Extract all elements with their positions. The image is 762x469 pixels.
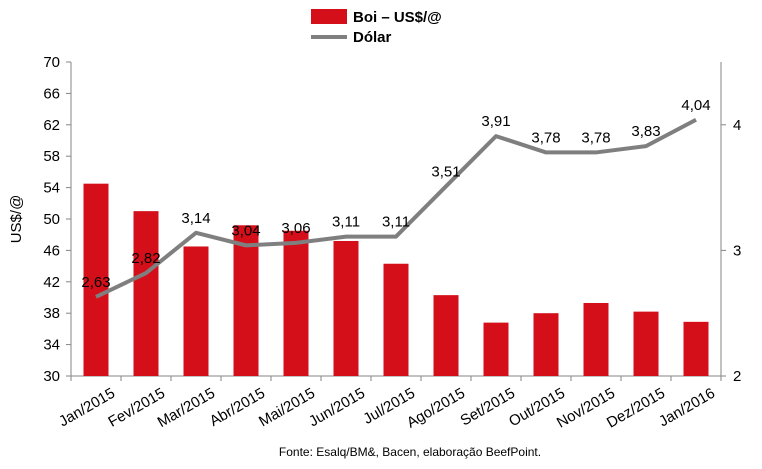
y-tick-label: 50 [43,211,60,228]
legend-swatch-boi [311,9,347,24]
data-label: 3,91 [481,113,510,130]
y2-tick-label: 3 [733,242,741,259]
data-label: 3,83 [631,123,660,140]
source-note: Fonte: Esalq/BM&, Bacen, elaboração Beef… [279,445,541,459]
data-label: 3,14 [181,210,210,227]
bar [383,263,409,376]
bar [583,302,609,376]
x-tick-label: Jan/2016 [656,385,718,431]
y-tick-label: 54 [43,180,60,197]
x-tick-label: Abr/2015 [207,385,268,430]
data-label: 3,11 [332,214,360,231]
data-label: 3,78 [581,129,610,146]
bar-series-boi [83,183,709,376]
bar [83,183,109,376]
data-label: 4,04 [681,97,710,114]
legend-label-boi: Boi – US$/@ [353,9,442,26]
data-label: 3,11 [382,214,410,231]
y-tick-label: 58 [43,148,60,165]
bar [233,225,259,376]
x-tick-label: Mar/2015 [155,385,218,431]
x-tick-label: Jun/2015 [306,385,368,431]
bar [283,230,309,376]
y2-tick-label: 2 [733,368,741,385]
legend-label-dolar: Dólar [353,29,392,46]
legend: Boi – US$/@ Dólar [311,9,442,46]
y-tick-label: 42 [43,274,60,291]
data-label: 3,04 [231,222,260,239]
data-label: 3,51 [431,163,460,180]
data-label: 3,78 [531,129,560,146]
x-tick-label: Mai/2015 [256,385,318,431]
data-label: 3,06 [281,220,310,237]
y-tick-label: 66 [43,85,60,102]
data-labels: 2,63 2,82 3,14 3,04 3,06 3,11 3,11 3,51 3,91 3,78… [81,97,710,291]
y2-tick-label: 4 [733,117,741,134]
bar [333,240,359,376]
data-label: 2,82 [131,250,160,267]
y-axis-label: US$/@ [8,195,25,244]
y-tick-label: 70 [43,54,60,71]
bar [183,246,209,376]
bar [433,295,459,376]
y-tick-label: 34 [43,337,60,354]
bar [633,311,659,376]
bar [483,322,509,376]
bar [683,321,709,376]
x-tick-label: Set/2015 [457,385,518,430]
data-label: 2,63 [81,274,110,291]
y-tick-label: 30 [43,368,60,385]
bar [133,211,159,376]
y-tick-label: 46 [43,242,60,259]
bar [533,313,559,376]
line-series-dolar [95,118,697,299]
y-tick-label: 62 [43,117,60,134]
y-tick-label: 38 [43,305,60,322]
